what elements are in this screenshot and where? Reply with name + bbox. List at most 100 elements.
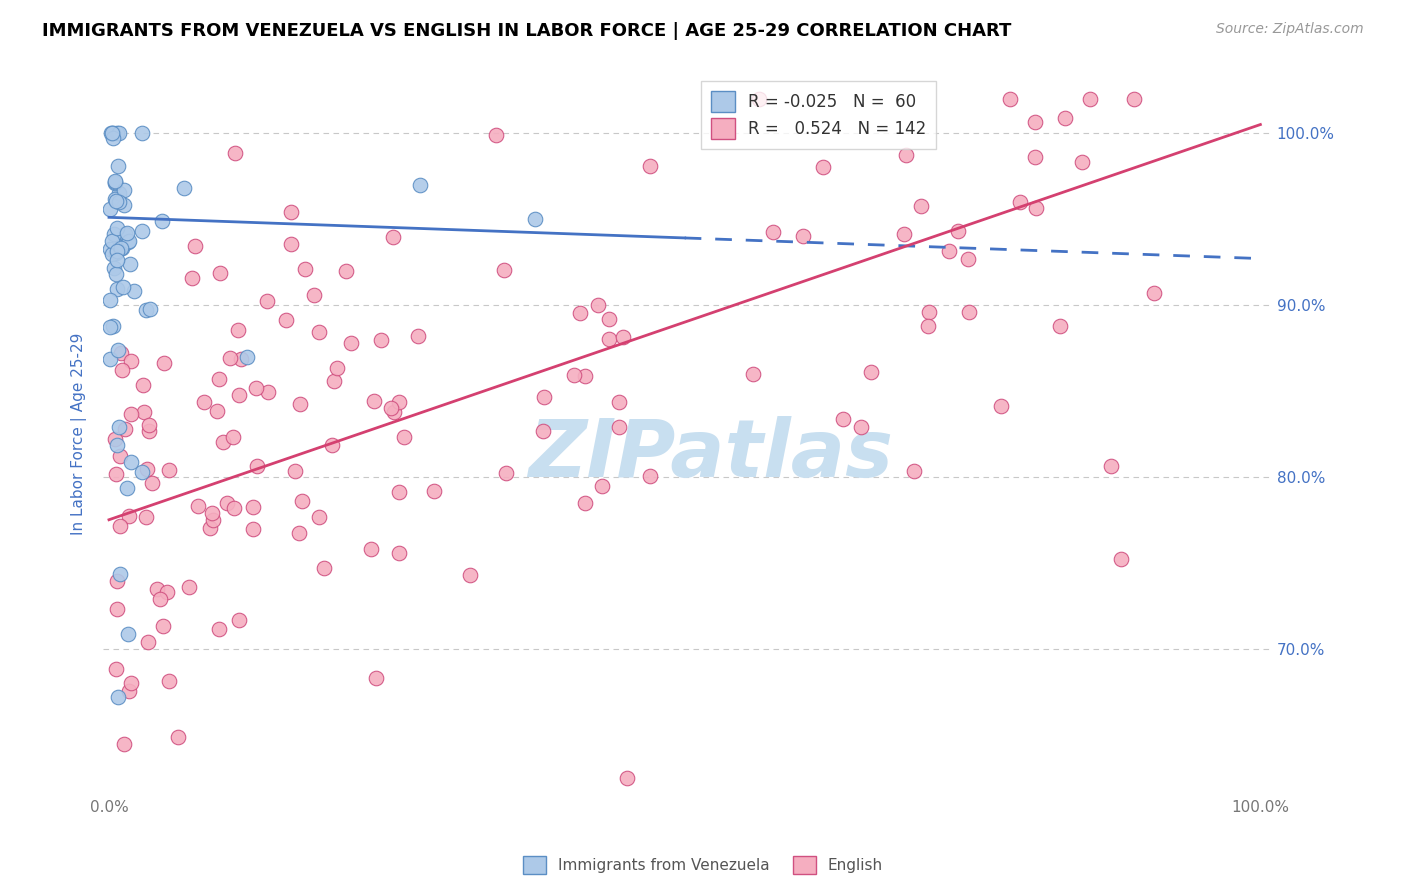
Point <box>598 312 620 326</box>
Point <box>105 467 128 481</box>
Point <box>422 484 444 499</box>
Point <box>104 246 127 260</box>
Point <box>394 430 416 444</box>
Point <box>118 684 141 698</box>
Point <box>107 420 129 434</box>
Point <box>224 145 246 160</box>
Point <box>149 592 172 607</box>
Point <box>1024 114 1046 128</box>
Point <box>1143 285 1166 300</box>
Point <box>222 430 245 444</box>
Point <box>108 567 131 582</box>
Point <box>1024 150 1046 164</box>
Point <box>245 381 267 395</box>
Point <box>187 499 209 513</box>
Point <box>236 350 259 364</box>
Point <box>208 622 231 636</box>
Text: ZIPatlas: ZIPatlas <box>529 417 893 494</box>
Point <box>118 234 141 248</box>
Point <box>120 407 142 421</box>
Point <box>157 674 180 689</box>
Point <box>291 494 314 508</box>
Point <box>112 737 135 751</box>
Point <box>135 509 157 524</box>
Point <box>132 377 155 392</box>
Point <box>107 186 129 201</box>
Point <box>105 244 128 259</box>
Point <box>860 365 883 379</box>
Point <box>304 288 326 302</box>
Point <box>152 619 174 633</box>
Point <box>108 126 131 140</box>
Point <box>104 174 127 188</box>
Point <box>616 771 638 785</box>
Point <box>811 160 834 174</box>
Point <box>612 330 634 344</box>
Point <box>207 371 229 385</box>
Point <box>184 238 207 252</box>
Point <box>388 546 411 560</box>
Point <box>177 580 200 594</box>
Point <box>103 261 125 276</box>
Point <box>107 690 129 705</box>
Point <box>322 375 344 389</box>
Point <box>104 662 127 676</box>
Point <box>382 405 405 419</box>
Point <box>308 325 330 339</box>
Point <box>105 267 128 281</box>
Point <box>607 419 630 434</box>
Point <box>917 319 939 334</box>
Point <box>117 626 139 640</box>
Point <box>120 354 142 368</box>
Point <box>946 224 969 238</box>
Point <box>893 227 915 241</box>
Point <box>409 178 432 192</box>
Point <box>1008 194 1031 209</box>
Point <box>294 262 316 277</box>
Point <box>110 345 132 359</box>
Point <box>111 280 134 294</box>
Point <box>228 388 250 402</box>
Point <box>136 462 159 476</box>
Point <box>212 434 235 449</box>
Point <box>105 282 128 296</box>
Point <box>276 312 298 326</box>
Point <box>104 175 127 189</box>
Point <box>132 405 155 419</box>
Point <box>340 335 363 350</box>
Point <box>938 244 960 258</box>
Point <box>103 227 125 242</box>
Point <box>370 333 392 347</box>
Point <box>387 484 409 499</box>
Point <box>120 675 142 690</box>
Point <box>408 329 430 343</box>
Point <box>226 323 249 337</box>
Point <box>156 584 179 599</box>
Point <box>524 212 547 227</box>
Point <box>849 420 872 434</box>
Point <box>562 368 585 382</box>
Point <box>956 252 979 266</box>
Point <box>910 199 932 213</box>
Point <box>121 455 143 469</box>
Point <box>107 159 129 173</box>
Point <box>586 298 609 312</box>
Point <box>100 126 122 140</box>
Point <box>131 126 153 140</box>
Point <box>118 257 141 271</box>
Point <box>492 263 515 277</box>
Point <box>335 264 357 278</box>
Point <box>150 213 173 227</box>
Point <box>167 730 190 744</box>
Point <box>103 131 125 145</box>
Point <box>118 509 141 524</box>
Point <box>363 394 385 409</box>
Point <box>100 126 122 140</box>
Point <box>1099 458 1122 473</box>
Text: Source: ZipAtlas.com: Source: ZipAtlas.com <box>1216 22 1364 37</box>
Point <box>495 466 517 480</box>
Point <box>638 469 661 483</box>
Point <box>382 229 405 244</box>
Point <box>138 417 160 432</box>
Point <box>98 293 121 307</box>
